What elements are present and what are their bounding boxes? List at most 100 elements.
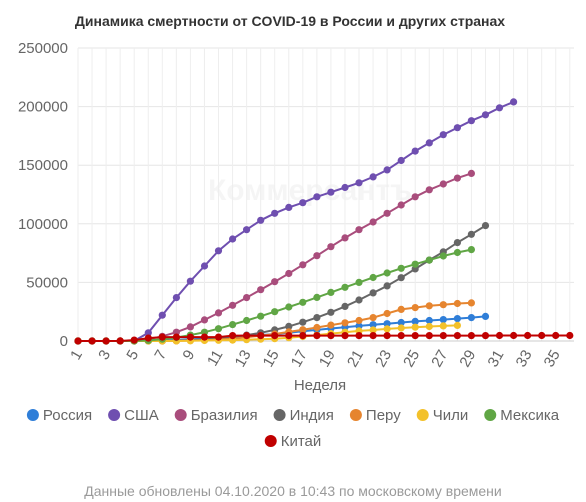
data-point: [116, 337, 124, 345]
data-point: [538, 331, 546, 340]
legend-item[interactable]: Индия: [273, 407, 334, 424]
x-tick-label: 33: [513, 347, 536, 370]
data-point: [299, 199, 307, 207]
watermark: Коммерсантъ: [208, 174, 412, 207]
legend-item[interactable]: Бразилия: [174, 407, 258, 424]
data-point: [411, 260, 419, 268]
data-point: [425, 186, 433, 194]
data-point: [383, 269, 391, 277]
y-tick-label: 100000: [18, 216, 68, 233]
x-axis-ticks: 1 3 5 7 9 11 13 15 17 19 21 23 25 27 29 31 33 35: [67, 347, 564, 370]
legend-label: Бразилия: [191, 407, 258, 424]
data-point: [158, 311, 166, 319]
series-layer: [74, 98, 574, 345]
data-point: [453, 321, 461, 329]
data-point: [467, 230, 475, 238]
data-point: [425, 139, 433, 147]
data-point: [285, 322, 293, 330]
data-point: [299, 318, 307, 326]
data-point: [313, 293, 321, 301]
legend-item[interactable]: Перу: [349, 407, 401, 424]
data-point: [313, 314, 321, 322]
data-point: [481, 312, 490, 320]
x-tick-label: 29: [456, 347, 479, 370]
data-point: [369, 173, 377, 181]
data-point: [383, 309, 391, 318]
data-point: [229, 321, 237, 329]
data-point: [327, 321, 335, 329]
data-point: [285, 203, 293, 211]
data-point: [439, 301, 447, 309]
data-point: [369, 289, 377, 297]
y-axis-ticks: 0 50000 100000 150000 200000 250000: [18, 40, 68, 350]
footer-note: Данные обновлены 04.10.2020 в 10:43 по м…: [84, 483, 501, 499]
legend-item[interactable]: США: [108, 407, 159, 424]
data-point: [285, 269, 293, 278]
data-point: [467, 332, 475, 340]
legend-marker: [416, 409, 429, 421]
x-tick-label: 11: [204, 347, 227, 369]
data-point: [158, 333, 166, 341]
data-point: [439, 180, 447, 188]
x-tick-label: 19: [316, 347, 339, 370]
legend-item[interactable]: Мексика: [484, 407, 560, 424]
legend-item[interactable]: Россия: [26, 407, 92, 424]
legend-item[interactable]: Китай: [264, 433, 322, 450]
data-point: [229, 301, 237, 309]
data-point: [369, 218, 377, 226]
data-point: [383, 166, 391, 174]
data-point: [186, 323, 194, 331]
data-point: [341, 332, 349, 340]
data-point: [453, 124, 461, 132]
data-point: [453, 332, 461, 340]
data-point: [453, 239, 461, 247]
data-point: [355, 316, 363, 325]
x-tick-label: 25: [400, 347, 423, 370]
data-point: [425, 332, 433, 340]
data-point: [453, 174, 461, 182]
legend-marker: [484, 409, 497, 421]
legend-marker: [273, 409, 286, 421]
legend-marker: [108, 409, 121, 421]
y-tick-label: 50000: [26, 274, 68, 291]
data-point: [439, 131, 447, 139]
data-point: [411, 304, 419, 312]
data-point: [481, 332, 490, 340]
legend: Россия США Бразилия Индия Перу Чили Мексика Кит…: [26, 407, 560, 450]
data-point: [355, 296, 363, 304]
data-point: [369, 273, 377, 282]
data-point: [299, 298, 307, 306]
data-point: [495, 331, 504, 340]
data-point: [341, 183, 349, 192]
data-point: [200, 262, 209, 270]
series-7: [74, 331, 574, 345]
data-point: [229, 332, 237, 340]
x-tick-label: 15: [260, 347, 283, 370]
data-point: [481, 222, 490, 230]
data-point: [313, 332, 321, 340]
x-tick-label: 9: [180, 347, 199, 363]
data-point: [313, 252, 321, 260]
data-point: [467, 246, 475, 254]
data-point: [257, 216, 265, 224]
x-tick-label: 5: [123, 347, 142, 363]
data-point: [411, 332, 419, 340]
y-tick-label: 0: [60, 333, 68, 350]
legend-label: США: [124, 407, 159, 424]
data-point: [453, 299, 461, 308]
data-point: [144, 334, 152, 342]
data-point: [369, 321, 377, 329]
legend-item[interactable]: Чили: [416, 407, 469, 424]
data-point: [425, 302, 433, 310]
legend-label: Перу: [366, 407, 401, 424]
data-point: [341, 234, 349, 242]
y-tick-label: 200000: [18, 99, 68, 116]
data-point: [439, 252, 447, 260]
data-point: [327, 288, 335, 296]
data-point: [369, 332, 377, 340]
legend-marker: [264, 435, 277, 447]
legend-marker: [174, 409, 187, 421]
data-point: [172, 294, 180, 302]
data-point: [341, 283, 349, 291]
data-point: [257, 312, 265, 320]
